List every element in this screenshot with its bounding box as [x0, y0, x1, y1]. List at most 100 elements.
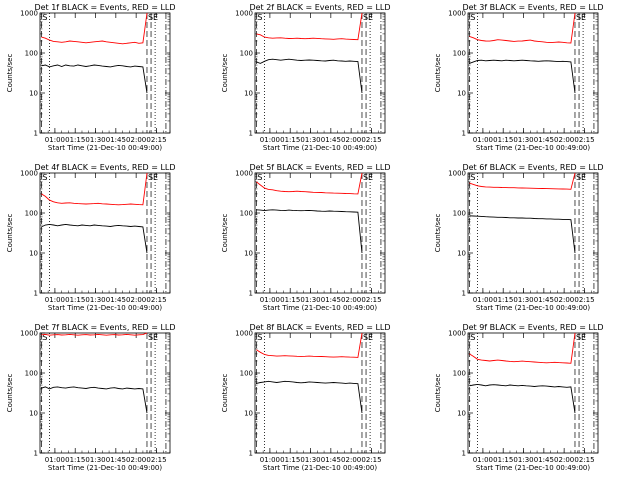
chart-panel-4: Det 4f BLACK = Events, RED = LLD 1 10 100 10… — [6, 163, 176, 312]
chart-panel-1: Det 1f BLACK = Events, RED = LLD 1 10 100 10… — [6, 3, 176, 152]
lld-series-line — [41, 332, 148, 336]
x-tick-label: 01:45 — [534, 296, 554, 304]
start-marker-label: S — [257, 333, 262, 342]
x-tick-label: 02:00 — [341, 296, 361, 304]
x-tick-label: 02:15 — [574, 456, 594, 464]
x-tick-label: 02:15 — [361, 456, 381, 464]
y-tick-label: 100 — [240, 210, 253, 218]
chart-panel-7: Det 7f BLACK = Events, RED = LLD 1 10 100 10… — [6, 323, 176, 472]
x-tick-label: 01:45 — [106, 136, 126, 144]
x-tick-label: 01:45 — [321, 456, 341, 464]
x-axis-label: Start Time (21-Dec-10 00:49:00) — [476, 464, 590, 472]
chart-panel-2: Det 2f BLACK = Events, RED = LLD 1 10 100 10… — [221, 3, 391, 152]
plot-frame — [254, 332, 386, 454]
x-tick-label: 02:00 — [341, 456, 361, 464]
y-tick-label: 1000 — [448, 330, 466, 338]
x-tick-label: 01:15 — [280, 456, 300, 464]
x-tick-label: 02:00 — [341, 136, 361, 144]
y-tick-label: 1000 — [20, 10, 38, 18]
x-tick-label: 01:00 — [473, 296, 493, 304]
y-axis-label: Counts/sec — [221, 374, 229, 413]
y-tick-label: 10 — [457, 410, 466, 418]
plot-frame — [39, 172, 171, 294]
start-marker-label: S — [42, 333, 47, 342]
chart-title: Det 7f BLACK = Events, RED = LLD — [34, 323, 175, 332]
x-tick-label: 02:15 — [146, 456, 166, 464]
y-tick-label: 10 — [457, 250, 466, 258]
y-tick-label: 1 — [249, 450, 253, 458]
y-tick-label: 1000 — [20, 170, 38, 178]
x-axis-label: Start Time (21-Dec-10 00:49:00) — [263, 304, 377, 312]
x-tick-label: 02:00 — [554, 136, 574, 144]
x-tick-label: 01:00 — [45, 456, 65, 464]
y-tick-label: 100 — [240, 370, 253, 378]
x-tick-label: 01:30 — [85, 136, 105, 144]
x-axis-label: Start Time (21-Dec-10 00:49:00) — [263, 464, 377, 472]
y-axis-label: Counts/sec — [221, 54, 229, 93]
x-tick-label: 02:15 — [361, 136, 381, 144]
y-tick-label: 1000 — [448, 170, 466, 178]
x-tick-label: 01:00 — [45, 296, 65, 304]
x-tick-label: 01:00 — [260, 296, 280, 304]
y-tick-label: 1 — [249, 130, 253, 138]
x-tick-label: 02:15 — [574, 296, 594, 304]
chart-panel-3: Det 3f BLACK = Events, RED = LLD 1 10 100 10… — [434, 3, 604, 152]
y-axis-label: Counts/sec — [6, 214, 14, 253]
y-tick-label: 100 — [25, 210, 38, 218]
chart-title: Det 5f BLACK = Events, RED = LLD — [249, 163, 390, 172]
x-tick-label: 02:15 — [574, 136, 594, 144]
lld-series-line — [469, 12, 576, 44]
plot-frame — [467, 332, 599, 454]
end-marker-label: SE — [148, 13, 158, 22]
y-axis-label: Counts/sec — [6, 54, 14, 93]
end-marker-label: SE — [363, 13, 373, 22]
plot-frame — [467, 172, 599, 294]
x-tick-label: 01:00 — [260, 136, 280, 144]
events-series-line — [41, 386, 148, 414]
x-tick-label: 02:00 — [554, 456, 574, 464]
x-tick-label: 01:30 — [300, 456, 320, 464]
x-tick-label: 01:15 — [280, 136, 300, 144]
x-tick-label: 01:15 — [493, 136, 513, 144]
y-tick-label: 1000 — [235, 10, 253, 18]
x-tick-label: 01:45 — [534, 136, 554, 144]
y-tick-label: 10 — [244, 90, 253, 98]
chart-title: Det 1f BLACK = Events, RED = LLD — [34, 3, 175, 12]
x-tick-label: 02:00 — [126, 456, 146, 464]
end-marker-label: SE — [148, 333, 158, 342]
events-series-line — [256, 380, 363, 414]
y-tick-label: 1 — [462, 290, 466, 298]
x-tick-label: 02:15 — [146, 136, 166, 144]
chart-panel-9: Det 9f BLACK = Events, RED = LLD 1 10 100 10… — [434, 323, 604, 472]
x-tick-label: 02:00 — [126, 296, 146, 304]
y-axis-label: Counts/sec — [434, 214, 442, 253]
start-marker-label: S — [470, 333, 475, 342]
x-tick-label: 01:30 — [300, 136, 320, 144]
y-axis-label: Counts/sec — [221, 214, 229, 253]
chart-panel-6: Det 6f BLACK = Events, RED = LLD 1 10 100 10… — [434, 163, 604, 312]
x-tick-label: 01:00 — [45, 136, 65, 144]
x-axis-label: Start Time (21-Dec-10 00:49:00) — [48, 304, 162, 312]
y-tick-label: 1 — [34, 450, 38, 458]
chart-title: Det 2f BLACK = Events, RED = LLD — [249, 3, 390, 12]
x-tick-label: 01:15 — [280, 296, 300, 304]
y-tick-label: 1000 — [235, 170, 253, 178]
events-series-line — [469, 59, 576, 94]
y-tick-label: 100 — [453, 50, 466, 58]
y-tick-label: 100 — [25, 370, 38, 378]
y-tick-label: 10 — [244, 410, 253, 418]
chart-title: Det 8f BLACK = Events, RED = LLD — [249, 323, 390, 332]
x-tick-label: 02:00 — [126, 136, 146, 144]
x-tick-label: 01:30 — [513, 296, 533, 304]
x-tick-label: 01:15 — [65, 296, 85, 304]
y-tick-label: 10 — [29, 250, 38, 258]
y-tick-label: 1 — [34, 290, 38, 298]
lld-series-line — [469, 172, 576, 190]
y-tick-label: 100 — [25, 50, 38, 58]
events-series-line — [41, 223, 148, 254]
plot-frame — [254, 172, 386, 294]
y-tick-label: 1 — [34, 130, 38, 138]
x-axis-label: Start Time (21-Dec-10 00:49:00) — [263, 144, 377, 152]
start-marker-label: S — [42, 173, 47, 182]
